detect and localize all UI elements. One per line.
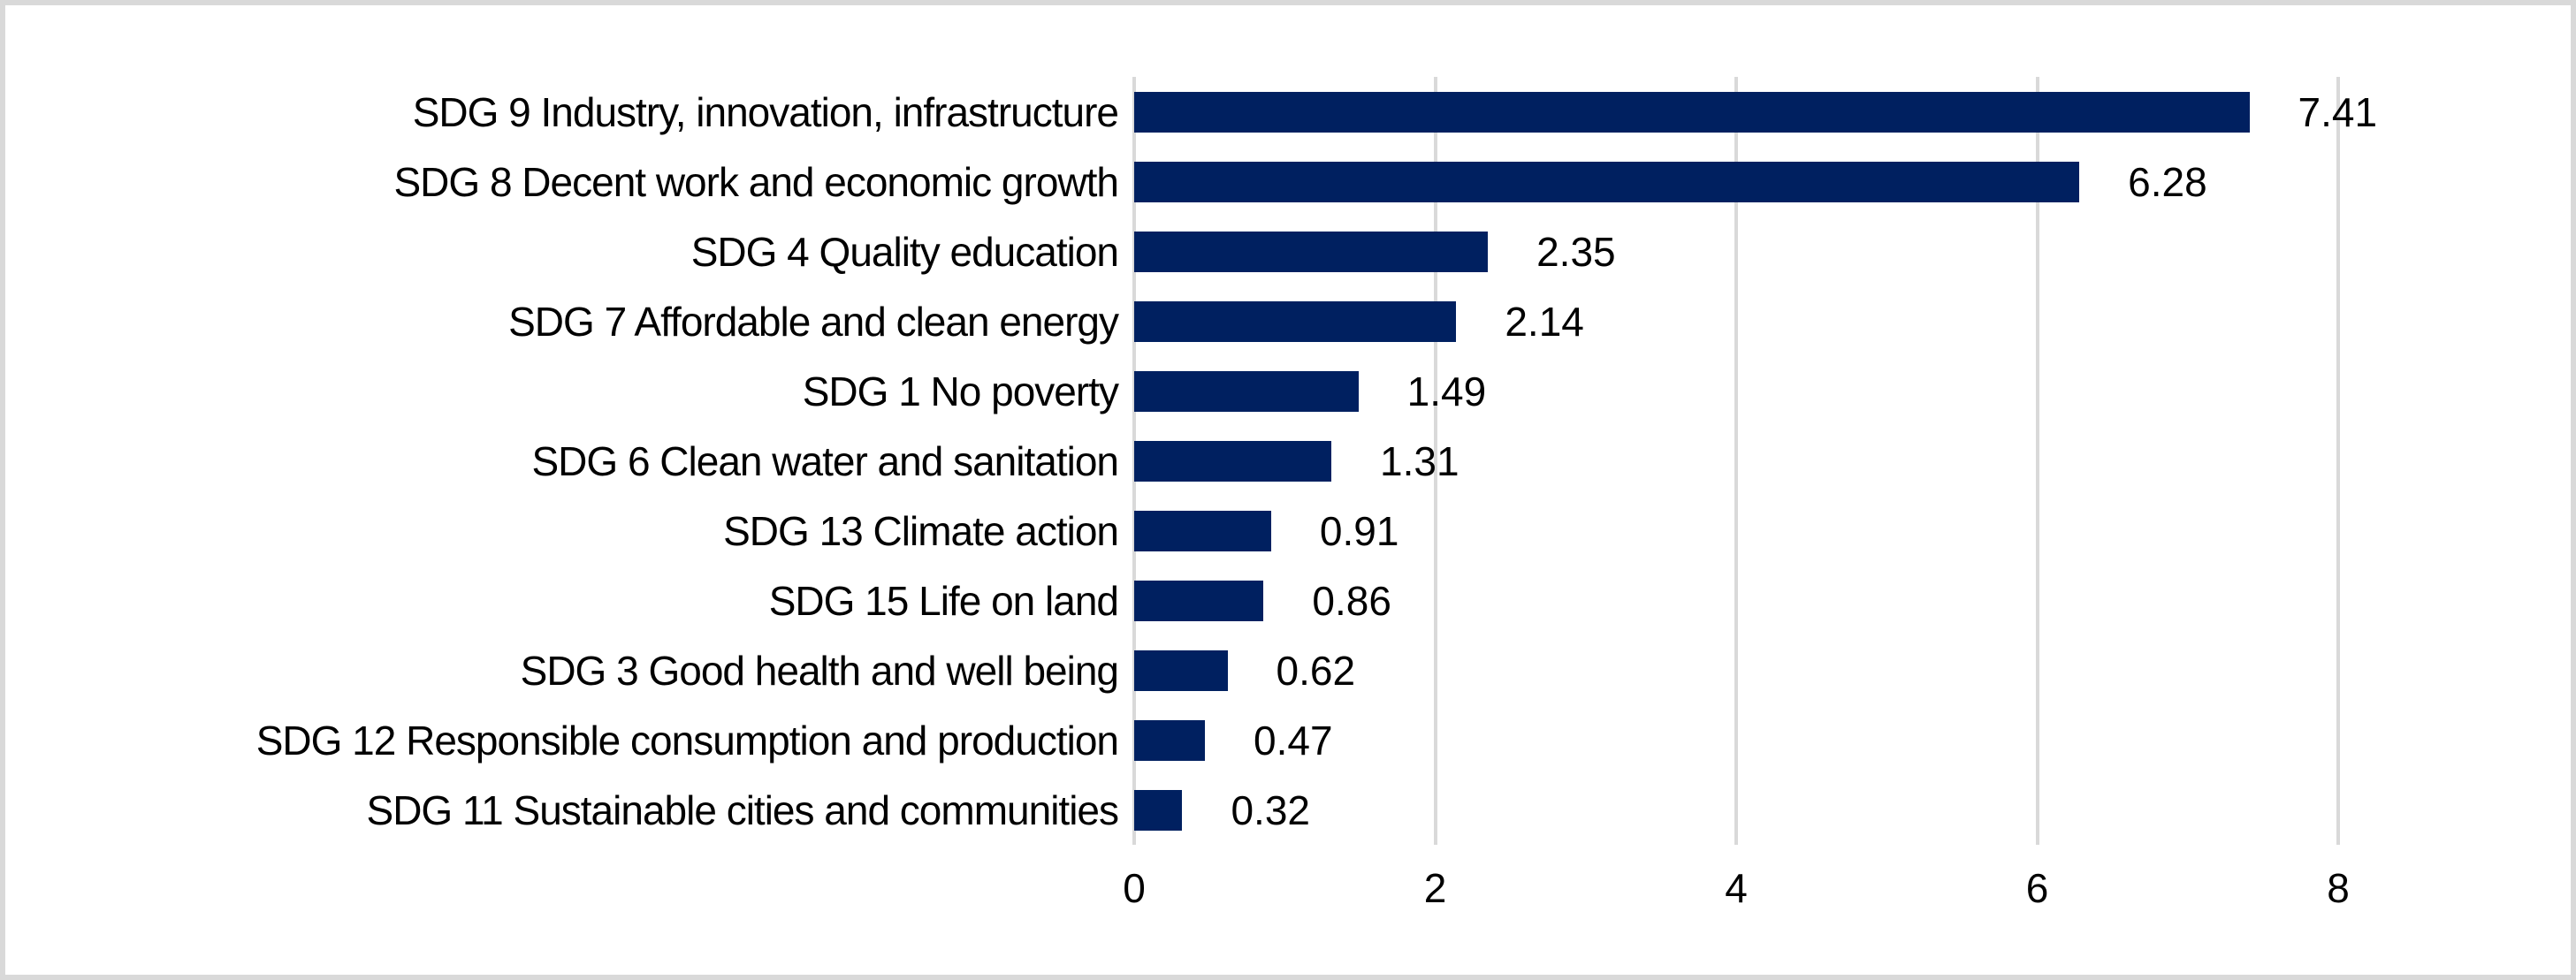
value-label: 6.28 [2128,158,2207,205]
gridline [2336,77,2340,845]
value-label: 0.62 [1276,647,1356,694]
category-label: SDG 7 Affordable and clean energy [508,298,1119,345]
bar [1134,580,1264,621]
category-label: SDG 3 Good health and well being [520,647,1119,694]
value-label: 1.31 [1380,437,1459,484]
bar [1134,161,2080,202]
value-label: 0.86 [1312,577,1391,624]
bar [1134,510,1271,551]
bar [1134,231,1489,272]
gridline [2035,77,2039,845]
x-tick-label: 2 [1423,865,1447,911]
category-label: SDG 8 Decent work and economic growth [393,158,1119,205]
category-label: SDG 6 Clean water and sanitation [531,437,1119,484]
bar [1134,300,1457,342]
bar [1134,789,1183,831]
category-label: SDG 15 Life on land [768,577,1119,624]
value-label: 2.14 [1505,298,1584,345]
x-tick-label: 4 [1725,865,1748,911]
category-label: SDG 1 No poverty [802,368,1119,414]
value-label: 2.35 [1536,228,1616,275]
category-label: SDG 4 Quality education [690,228,1119,275]
bar [1134,719,1206,761]
x-tick-label: 6 [2025,865,2049,911]
value-label: 7.41 [2298,88,2378,135]
bar [1134,91,2250,133]
category-label: SDG 9 Industry, innovation, infrastructu… [412,88,1119,135]
category-label: SDG 13 Climate action [723,507,1119,554]
x-tick-label: 0 [1123,865,1146,911]
gridline [1734,77,1738,845]
value-label: 0.91 [1319,507,1399,554]
value-label: 0.47 [1254,717,1333,763]
value-label: 1.49 [1406,368,1487,414]
bar [1134,440,1332,482]
category-label: SDG 12 Responsible consumption and produ… [255,717,1119,763]
gridline [1433,77,1437,845]
value-label: 0.32 [1231,786,1310,833]
x-tick-label: 8 [2327,865,2350,911]
bar [1134,370,1359,412]
category-label: SDG 11 Sustainable cities and communitie… [366,786,1119,833]
bar [1134,650,1228,691]
